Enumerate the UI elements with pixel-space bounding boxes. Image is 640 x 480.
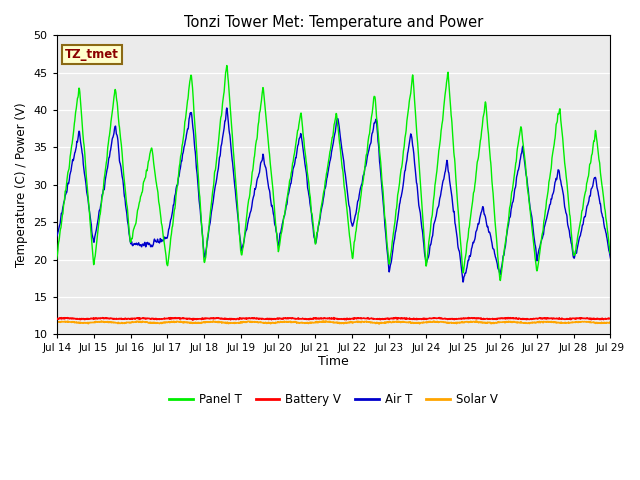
Solar V <box>238 319 246 325</box>
Line: Battery V: Battery V <box>57 318 611 320</box>
Line: Solar V: Solar V <box>57 321 611 324</box>
Panel T <box>497 277 504 283</box>
Y-axis label: Temperature (C) / Power (V): Temperature (C) / Power (V) <box>15 103 28 267</box>
Panel T <box>238 250 246 256</box>
Battery V <box>493 316 500 322</box>
Battery V <box>238 315 246 321</box>
Air T <box>176 168 184 173</box>
Panel T <box>223 62 230 68</box>
Text: TZ_tmet: TZ_tmet <box>65 48 119 61</box>
Panel T <box>420 230 428 236</box>
Panel T <box>163 258 170 264</box>
Battery V <box>189 317 196 323</box>
Battery V <box>163 316 170 322</box>
Panel T <box>53 256 61 262</box>
Solar V <box>493 320 500 326</box>
Title: Tonzi Tower Met: Temperature and Power: Tonzi Tower Met: Temperature and Power <box>184 15 483 30</box>
Battery V <box>435 315 443 321</box>
Solar V <box>53 319 61 325</box>
Panel T <box>176 161 184 167</box>
Battery V <box>420 316 428 322</box>
Air T <box>420 241 428 247</box>
Solar V <box>607 319 614 325</box>
Air T <box>460 279 467 285</box>
Legend: Panel T, Battery V, Air T, Solar V: Panel T, Battery V, Air T, Solar V <box>164 388 502 410</box>
Solar V <box>375 321 383 327</box>
Line: Panel T: Panel T <box>57 65 611 280</box>
X-axis label: Time: Time <box>318 355 349 368</box>
Battery V <box>176 316 184 322</box>
Battery V <box>53 316 61 322</box>
Air T <box>223 105 230 111</box>
Air T <box>541 220 549 226</box>
Solar V <box>420 320 428 325</box>
Panel T <box>492 231 500 237</box>
Solar V <box>163 320 170 325</box>
Battery V <box>541 316 549 322</box>
Air T <box>163 235 170 241</box>
Panel T <box>541 207 549 213</box>
Air T <box>53 234 61 240</box>
Solar V <box>322 318 330 324</box>
Line: Air T: Air T <box>57 108 611 282</box>
Air T <box>607 255 614 261</box>
Battery V <box>607 315 614 321</box>
Air T <box>238 245 246 251</box>
Panel T <box>607 251 614 256</box>
Solar V <box>541 319 549 324</box>
Solar V <box>176 319 184 324</box>
Air T <box>493 258 500 264</box>
